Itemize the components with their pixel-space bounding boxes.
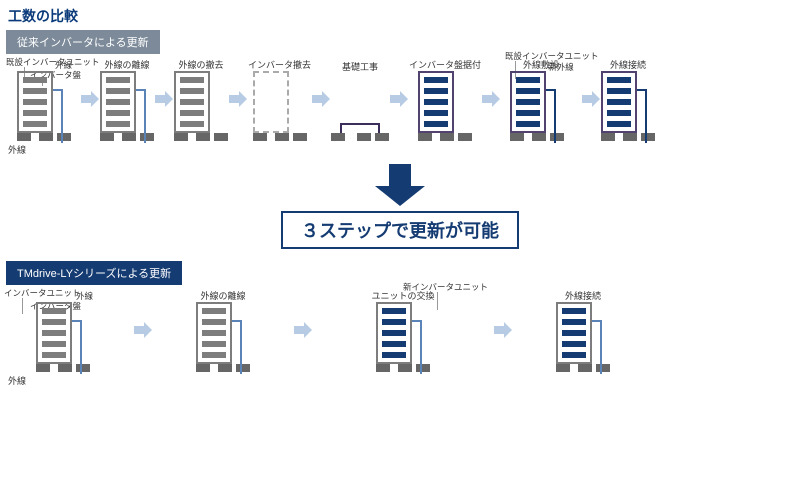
panel-frame-removed — [253, 71, 289, 133]
ext-floor-label: 外線 — [0, 143, 800, 156]
callout-ext: 外線 — [55, 59, 73, 71]
arrow — [154, 91, 174, 141]
arrow — [481, 91, 501, 141]
callout-new-unit: 新インバータユニット — [403, 281, 488, 293]
down-arrow-icon — [375, 164, 425, 206]
conv-step-3-label: 外線の撤去 — [178, 58, 223, 71]
ext-line — [412, 320, 422, 364]
panel-frame — [36, 302, 72, 364]
arrow — [311, 91, 331, 141]
conv-step-7: 既設インバータユニット 外線敷設 新外線 — [501, 58, 581, 141]
panel-frame-new — [601, 71, 637, 133]
conv-step-5-label: 基礎工事 — [342, 60, 378, 73]
ext-line — [136, 89, 146, 133]
arrow — [581, 91, 601, 141]
ext-floor-label: 外線 — [0, 374, 800, 387]
callout-unit: インバータユニット — [4, 287, 81, 299]
callout-new-ext: 新外線 — [548, 61, 574, 73]
tmdrive-section: TMdrive-LYシリーズによる更新 インバータユニット インバータ盤 外線 — [0, 261, 800, 387]
conventional-label: 従来インバータによる更新 — [6, 30, 160, 54]
tm-step-2-label: 外線の離線 — [200, 289, 245, 302]
tmdrive-row: インバータユニット インバータ盤 外線 外線の離 — [0, 285, 800, 372]
conv-step-4: インバータ撤去 — [248, 58, 311, 141]
conv-step-8-label: 外線接続 — [610, 58, 646, 71]
arrow — [118, 322, 168, 372]
panel-frame — [174, 71, 210, 133]
arrow — [389, 91, 409, 141]
conv-step-4-label: インバータ撤去 — [248, 58, 311, 71]
conv-step-6: インバータ盤据付 — [409, 58, 481, 141]
ext-line — [72, 320, 82, 364]
tm-step-4: 外線接続 — [528, 289, 638, 372]
tm-step-4-label: 外線接続 — [565, 289, 601, 302]
ext-line — [53, 89, 63, 133]
ext-line — [232, 320, 242, 364]
ext-line — [592, 320, 602, 364]
tm-step-2: 外線の離線 — [168, 289, 278, 372]
tmdrive-label: TMdrive-LYシリーズによる更新 — [6, 261, 182, 285]
conv-step-3: 外線の撤去 — [174, 58, 228, 141]
arrow — [80, 91, 100, 141]
banner: ３ステップで更新が可能 — [281, 211, 519, 249]
panel-frame-swap — [376, 302, 412, 364]
big-arrow-section: ３ステップで更新が可能 — [0, 156, 800, 249]
tm-step-3: 新インバータユニット ユニットの交換 — [328, 289, 478, 372]
conv-step-6-label: インバータ盤据付 — [409, 58, 481, 71]
panel-frame-new — [510, 71, 546, 133]
page-title: 工数の比較 — [0, 0, 800, 30]
panel-frame-swap — [556, 302, 592, 364]
arrow — [478, 322, 528, 372]
tm-step-1: インバータユニット インバータ盤 外線 — [8, 291, 118, 372]
conv-step-2-label: 外線の離線 — [104, 58, 149, 71]
arrow — [228, 91, 248, 141]
conv-step-5: 基礎工事 — [331, 60, 389, 141]
callout-unit: 既設インバータユニット — [6, 56, 100, 68]
panel-frame — [100, 71, 136, 133]
foundation — [340, 123, 380, 133]
conv-step-1: 既設インバータユニット インバータ盤 外線 — [8, 60, 80, 141]
panel-frame — [196, 302, 232, 364]
conventional-section: 従来インバータによる更新 既設インバータユニット インバータ盤 外線 — [0, 30, 800, 156]
ext-line-new — [637, 89, 647, 133]
callout-ext: 外線 — [76, 290, 94, 302]
panel-frame-new — [418, 71, 454, 133]
conventional-row: 既設インバータユニット インバータ盤 外線 — [0, 54, 800, 141]
arrow — [278, 322, 328, 372]
panel-frame — [17, 71, 53, 133]
ext-line-new — [546, 89, 556, 133]
conv-step-8: 外線接続 — [601, 58, 655, 141]
conv-step-2: 外線の離線 — [100, 58, 154, 141]
